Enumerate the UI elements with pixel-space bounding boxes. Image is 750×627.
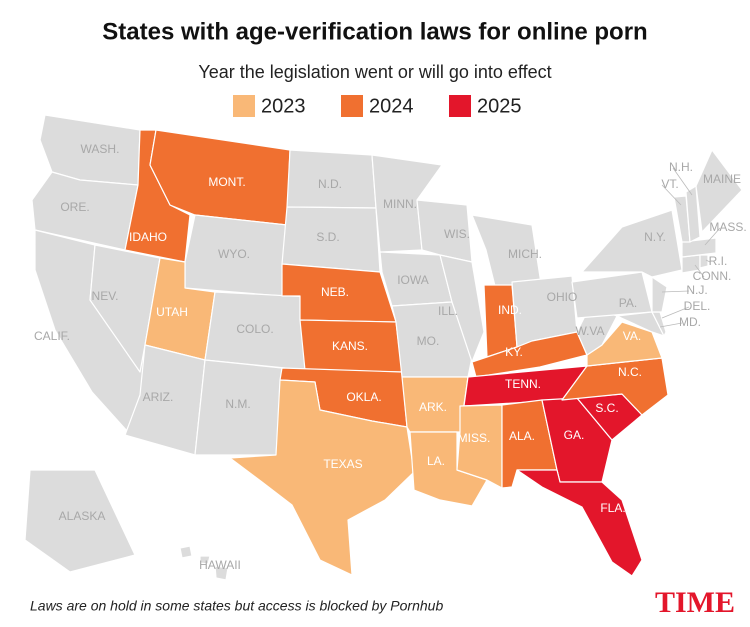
state-label: WIS. (444, 227, 470, 241)
states (24, 114, 743, 581)
state-label: VT. (661, 177, 678, 191)
state-label: MINN. (383, 197, 417, 211)
leader-line (694, 264, 705, 278)
state-label: N.Y. (644, 230, 666, 244)
state-label: IND. (498, 303, 522, 317)
state-label: N.C. (618, 365, 642, 379)
state-label: S.C. (595, 401, 618, 415)
state-shape (439, 254, 485, 363)
state-shape (581, 209, 683, 278)
state-shape (24, 469, 136, 573)
state-label: MO. (417, 334, 440, 348)
title: States with age-verification laws for on… (102, 18, 647, 45)
state-label: MISS. (458, 431, 491, 445)
legend-swatch (233, 95, 255, 117)
state-label: IOWA (397, 273, 429, 287)
state-label: TEXAS (323, 457, 362, 471)
legend-label: 2023 (261, 95, 306, 117)
note: Laws are on hold in some states but acce… (30, 598, 443, 614)
state-label: ORE. (60, 200, 89, 214)
state-label: OHIO (547, 290, 578, 304)
state-label: N.D. (318, 177, 342, 191)
state-label: MASS. (709, 220, 746, 234)
state-label: W.VA (575, 324, 604, 338)
state-label: UTAH (156, 305, 188, 319)
state-label: N.H. (669, 160, 693, 174)
state-labels: WASH. ORE. CALIF. NEV. IDAHO MONT. WYO. UTAH COL… (34, 142, 747, 572)
state-shape (685, 185, 701, 243)
state-label: R.I. (709, 254, 728, 268)
state-label: DEL. (684, 299, 711, 313)
state-label: VA. (623, 329, 641, 343)
state-label: LA. (427, 454, 445, 468)
state-shape (699, 254, 709, 269)
state-label: KANS. (332, 339, 368, 353)
state-shape (571, 271, 653, 319)
state-label: OKLA. (346, 390, 381, 404)
state-shape (89, 244, 161, 373)
state-label: MD. (679, 315, 701, 329)
brand-logo: TIME (655, 586, 735, 619)
leader-line (659, 322, 683, 328)
state-shape (124, 344, 206, 456)
state-label: IDAHO (129, 230, 167, 244)
state-label: WASH. (81, 142, 120, 156)
state-label: ALA. (509, 429, 535, 443)
state-label: CONN. (693, 269, 732, 283)
state-label: HAWAII (199, 558, 241, 572)
leader-line (704, 227, 721, 246)
state-label: WYO. (218, 247, 250, 261)
state-label: MONT. (208, 175, 245, 189)
legend-label: 2024 (369, 95, 414, 117)
state-label: MICH. (508, 247, 542, 261)
legend-swatch (341, 95, 363, 117)
state-label: S.D. (316, 230, 339, 244)
state-label: ARK. (419, 400, 447, 414)
state-label: NEV. (92, 289, 119, 303)
state-shape (516, 469, 643, 577)
subtitle: Year the legislation went or will go int… (198, 62, 551, 82)
state-label: CALIF. (34, 329, 70, 343)
state-label: MAINE (703, 172, 741, 186)
state-shape (229, 379, 415, 576)
leader-line (672, 167, 693, 196)
legend-label: 2025 (477, 95, 522, 117)
state-label: KY. (505, 345, 523, 359)
legend: 2023 2024 2025 (233, 95, 522, 117)
state-label: ILL. (438, 304, 458, 318)
state-label: N.J. (686, 283, 707, 297)
state-shape (179, 545, 229, 581)
state-label: COLO. (236, 322, 273, 336)
state-label: FLA. (600, 501, 625, 515)
state-shape (695, 149, 743, 233)
state-label: N.M. (225, 397, 250, 411)
leader-line (661, 306, 690, 319)
state-shape (409, 431, 488, 507)
state-shape (651, 276, 668, 313)
state-label: TENN. (505, 377, 541, 391)
legend-swatch (449, 95, 471, 117)
leader-line (661, 184, 682, 206)
state-label: NEB. (321, 285, 349, 299)
state-label: ALASKA (59, 509, 106, 523)
state-label: PA. (619, 296, 637, 310)
state-label: ARIZ. (143, 390, 174, 404)
leader-line (661, 290, 690, 293)
leader-line (705, 259, 711, 263)
state-shape (184, 214, 288, 297)
state-label: GA. (564, 428, 585, 442)
